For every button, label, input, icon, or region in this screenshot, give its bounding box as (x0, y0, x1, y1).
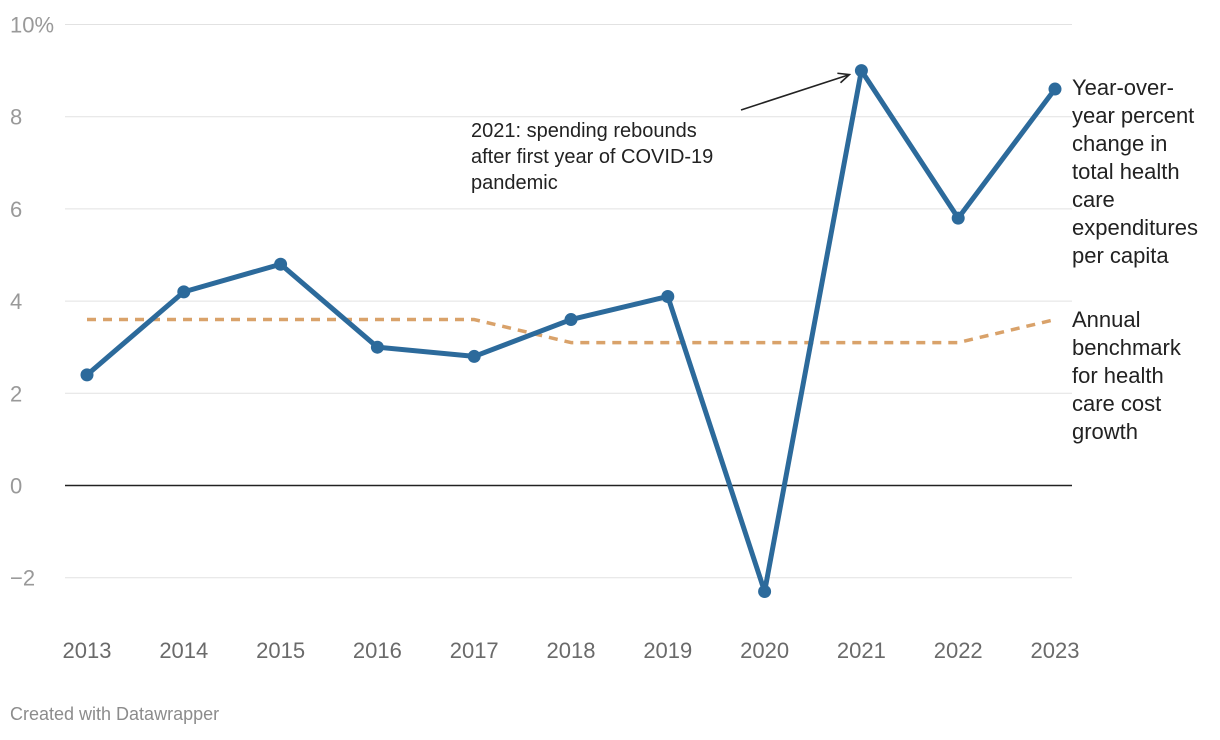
data-point[interactable] (661, 289, 675, 303)
x-tick-label: 2015 (256, 638, 305, 663)
data-point[interactable] (758, 585, 772, 599)
annotation-arrow (740, 72, 852, 111)
data-point[interactable] (80, 368, 94, 382)
series-layer (80, 64, 1062, 599)
x-tick-label: 2013 (63, 638, 112, 663)
gridlines (65, 24, 1072, 579)
y-tick-label: 8 (10, 105, 22, 130)
x-tick-label: 2016 (353, 638, 402, 663)
annotation: 2021: spending rebounds after first year … (471, 72, 852, 194)
y-tick-label: −2 (10, 566, 35, 591)
x-tick-label: 2017 (450, 638, 499, 663)
credit-text: Created with Datawrapper (10, 704, 220, 724)
x-tick-label: 2018 (547, 638, 596, 663)
annotation-text: 2021: spending rebounds after first year … (471, 120, 713, 194)
x-tick-label: 2019 (643, 638, 692, 663)
y-tick-label: 0 (10, 474, 22, 499)
x-tick-label: 2021 (837, 638, 886, 663)
data-point[interactable] (1048, 82, 1062, 96)
data-point[interactable] (370, 340, 384, 354)
x-tick-label: 2022 (934, 638, 983, 663)
y-tick-label: 6 (10, 197, 22, 222)
data-point[interactable] (274, 257, 288, 271)
y-tick-label: 4 (10, 289, 22, 314)
series-labels: Year-over-year percent change in total hea… (1072, 75, 1198, 444)
data-point[interactable] (564, 313, 578, 327)
data-point[interactable] (951, 211, 965, 225)
spending-series-label: Year-over-year percent change in total hea… (1072, 75, 1198, 268)
x-tick-label: 2014 (159, 638, 208, 663)
data-point[interactable] (467, 349, 481, 363)
y-tick-label: 2 (10, 381, 22, 406)
data-point[interactable] (854, 64, 868, 78)
x-axis: 2013 2014 2015 2016 2017 2018 2019 2020 2021 2022… (63, 638, 1080, 663)
benchmark-series-label: Annual benchmark for health care cost growth (1072, 307, 1182, 444)
y-axis: 10% 8 6 4 2 0 −2 (10, 13, 54, 591)
benchmark-line (87, 317, 1056, 345)
data-point[interactable] (177, 285, 191, 299)
x-tick-label: 2020 (740, 638, 789, 663)
y-tick-label: 10% (10, 13, 54, 38)
x-tick-label: 2023 (1031, 638, 1080, 663)
